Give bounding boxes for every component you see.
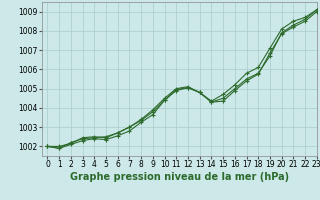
X-axis label: Graphe pression niveau de la mer (hPa): Graphe pression niveau de la mer (hPa) (70, 172, 289, 182)
